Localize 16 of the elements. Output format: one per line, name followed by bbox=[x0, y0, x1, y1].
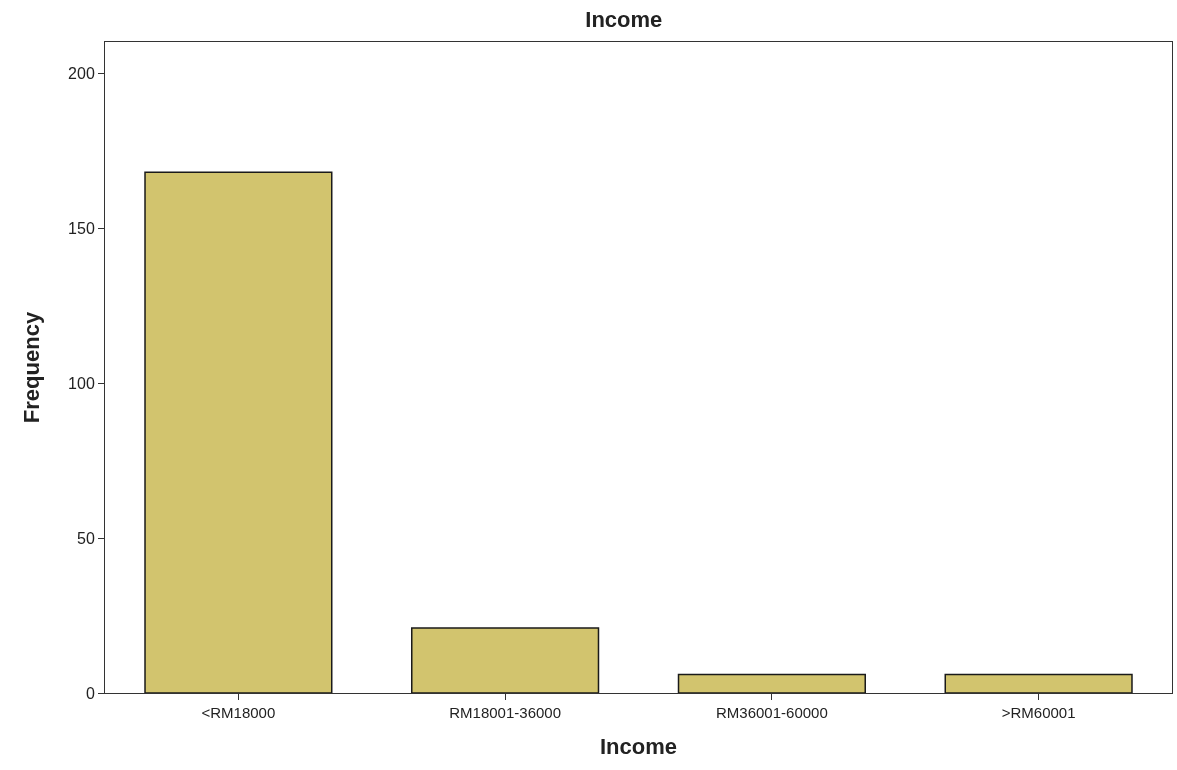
bar bbox=[411, 627, 600, 693]
y-tick-label: 150 bbox=[68, 219, 95, 237]
chart-title: Income bbox=[585, 6, 663, 32]
y-tick-label: 100 bbox=[68, 374, 95, 392]
bar bbox=[944, 673, 1133, 693]
x-tick-label: >RM60001 bbox=[1001, 704, 1076, 721]
y-tick-label: 0 bbox=[85, 684, 95, 702]
bar bbox=[677, 673, 866, 693]
y-tick-label: 200 bbox=[68, 64, 95, 82]
y-tick-label: 50 bbox=[77, 529, 95, 547]
y-axis-title: Frequency bbox=[18, 311, 44, 424]
x-tick-label: RM36001-60000 bbox=[716, 704, 828, 721]
bar bbox=[144, 171, 333, 693]
x-axis-title: Income bbox=[599, 733, 678, 759]
x-tick-label: <RM18000 bbox=[201, 704, 276, 721]
x-tick-label: RM18001-36000 bbox=[449, 704, 562, 721]
